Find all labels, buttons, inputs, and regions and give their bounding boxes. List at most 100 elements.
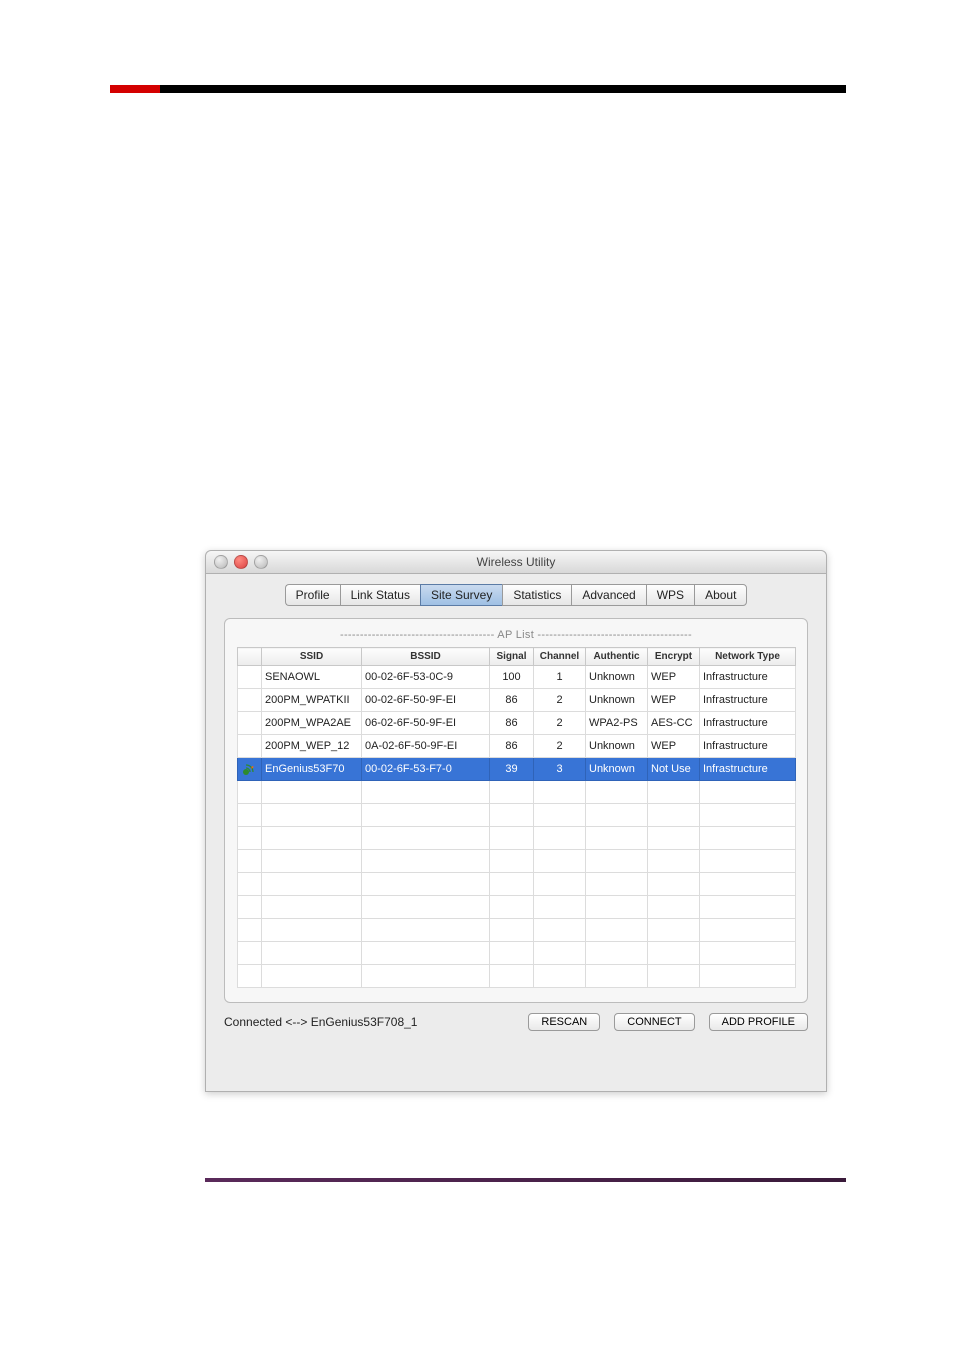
- cell-channel: 2: [534, 712, 586, 735]
- cell-empty: [648, 827, 700, 850]
- cell-empty: [700, 873, 796, 896]
- cell-empty: [238, 873, 262, 896]
- col-encrypt[interactable]: Encrypt: [648, 648, 700, 666]
- cell-empty: [490, 942, 534, 965]
- table-row[interactable]: 200PM_WEP_120A-02-6F-50-9F-EI862UnknownW…: [238, 735, 796, 758]
- cell-empty: [262, 919, 362, 942]
- connection-status: Connected <--> EnGenius53F708_1: [224, 1015, 417, 1029]
- cell-empty: [700, 804, 796, 827]
- cell-nettype: Infrastructure: [700, 712, 796, 735]
- table-header-row: SSID BSSID Signal Channel Authentic Encr…: [238, 648, 796, 666]
- zoom-window-icon[interactable]: [254, 555, 268, 569]
- cell-empty: [648, 850, 700, 873]
- cell-empty: [362, 804, 490, 827]
- cell-ssid: 200PM_WPATKII: [262, 689, 362, 712]
- col-channel[interactable]: Channel: [534, 648, 586, 666]
- cell-empty: [238, 919, 262, 942]
- cell-signal: 100: [490, 666, 534, 689]
- cell-bssid: 00-02-6F-50-9F-EI: [362, 689, 490, 712]
- col-bssid[interactable]: BSSID: [362, 648, 490, 666]
- table-row[interactable]: EnGenius53F7000-02-6F-53-F7-0393UnknownN…: [238, 758, 796, 781]
- connected-icon: [238, 666, 262, 689]
- cell-empty: [262, 804, 362, 827]
- cell-empty: [700, 850, 796, 873]
- cell-empty: [648, 896, 700, 919]
- cell-empty: [490, 804, 534, 827]
- tab-site-survey[interactable]: Site Survey: [420, 584, 502, 606]
- cell-auth: WPA2-PS: [586, 712, 648, 735]
- minimize-window-icon[interactable]: [234, 555, 248, 569]
- close-window-icon[interactable]: [214, 555, 228, 569]
- tab-link-status[interactable]: Link Status: [340, 584, 420, 606]
- cell-empty: [700, 965, 796, 988]
- table-row-empty[interactable]: [238, 896, 796, 919]
- ap-list-label: --------------------------------------- …: [237, 629, 795, 641]
- cell-encrypt: WEP: [648, 666, 700, 689]
- cell-empty: [262, 965, 362, 988]
- table-row[interactable]: SENAOWL00-02-6F-53-0C-91001UnknownWEPInf…: [238, 666, 796, 689]
- col-ssid[interactable]: SSID: [262, 648, 362, 666]
- cell-empty: [534, 781, 586, 804]
- cell-encrypt: Not Use: [648, 758, 700, 781]
- cell-empty: [586, 896, 648, 919]
- tab-wps[interactable]: WPS: [646, 584, 694, 606]
- header-black-segment: [160, 85, 846, 93]
- table-row-empty[interactable]: [238, 965, 796, 988]
- action-buttons: RESCAN CONNECT ADD PROFILE: [528, 1013, 808, 1031]
- cell-signal: 86: [490, 689, 534, 712]
- rescan-button[interactable]: RESCAN: [528, 1013, 600, 1031]
- cell-empty: [262, 873, 362, 896]
- cell-empty: [586, 804, 648, 827]
- cell-ssid: 200PM_WPA2AE: [262, 712, 362, 735]
- cell-empty: [534, 942, 586, 965]
- cell-bssid: 00-02-6F-53-F7-0: [362, 758, 490, 781]
- table-row-empty[interactable]: [238, 873, 796, 896]
- cell-empty: [490, 850, 534, 873]
- col-signal[interactable]: Signal: [490, 648, 534, 666]
- col-nettype[interactable]: Network Type: [700, 648, 796, 666]
- table-row-empty[interactable]: [238, 804, 796, 827]
- add-profile-button[interactable]: ADD PROFILE: [709, 1013, 808, 1031]
- cell-empty: [648, 965, 700, 988]
- cell-empty: [238, 965, 262, 988]
- cell-encrypt: AES-CC: [648, 712, 700, 735]
- table-row[interactable]: 200PM_WPATKII00-02-6F-50-9F-EI862Unknown…: [238, 689, 796, 712]
- cell-empty: [490, 896, 534, 919]
- cell-auth: Unknown: [586, 735, 648, 758]
- table-row-empty[interactable]: [238, 919, 796, 942]
- cell-empty: [534, 827, 586, 850]
- cell-empty: [362, 896, 490, 919]
- cell-nettype: Infrastructure: [700, 758, 796, 781]
- tab-statistics[interactable]: Statistics: [502, 584, 571, 606]
- cell-signal: 86: [490, 735, 534, 758]
- cell-empty: [648, 873, 700, 896]
- connected-icon: [238, 712, 262, 735]
- col-auth[interactable]: Authentic: [586, 648, 648, 666]
- cell-ssid: SENAOWL: [262, 666, 362, 689]
- cell-empty: [238, 804, 262, 827]
- tab-advanced[interactable]: Advanced: [571, 584, 645, 606]
- table-row-empty[interactable]: [238, 942, 796, 965]
- cell-empty: [490, 873, 534, 896]
- col-icon[interactable]: [238, 648, 262, 666]
- table-row[interactable]: 200PM_WPA2AE06-02-6F-50-9F-EI862WPA2-PSA…: [238, 712, 796, 735]
- window-title: Wireless Utility: [477, 555, 556, 569]
- cell-ssid: EnGenius53F70: [262, 758, 362, 781]
- cell-empty: [262, 896, 362, 919]
- table-row-empty[interactable]: [238, 827, 796, 850]
- tab-about[interactable]: About: [694, 584, 747, 606]
- cell-empty: [648, 942, 700, 965]
- cell-empty: [238, 942, 262, 965]
- cell-channel: 2: [534, 689, 586, 712]
- tab-profile[interactable]: Profile: [285, 584, 340, 606]
- table-row-empty[interactable]: [238, 850, 796, 873]
- cell-empty: [700, 827, 796, 850]
- cell-empty: [262, 827, 362, 850]
- connected-icon: [238, 735, 262, 758]
- cell-empty: [262, 942, 362, 965]
- cell-empty: [534, 896, 586, 919]
- cell-empty: [262, 781, 362, 804]
- cell-nettype: Infrastructure: [700, 666, 796, 689]
- connect-button[interactable]: CONNECT: [614, 1013, 694, 1031]
- table-row-empty[interactable]: [238, 781, 796, 804]
